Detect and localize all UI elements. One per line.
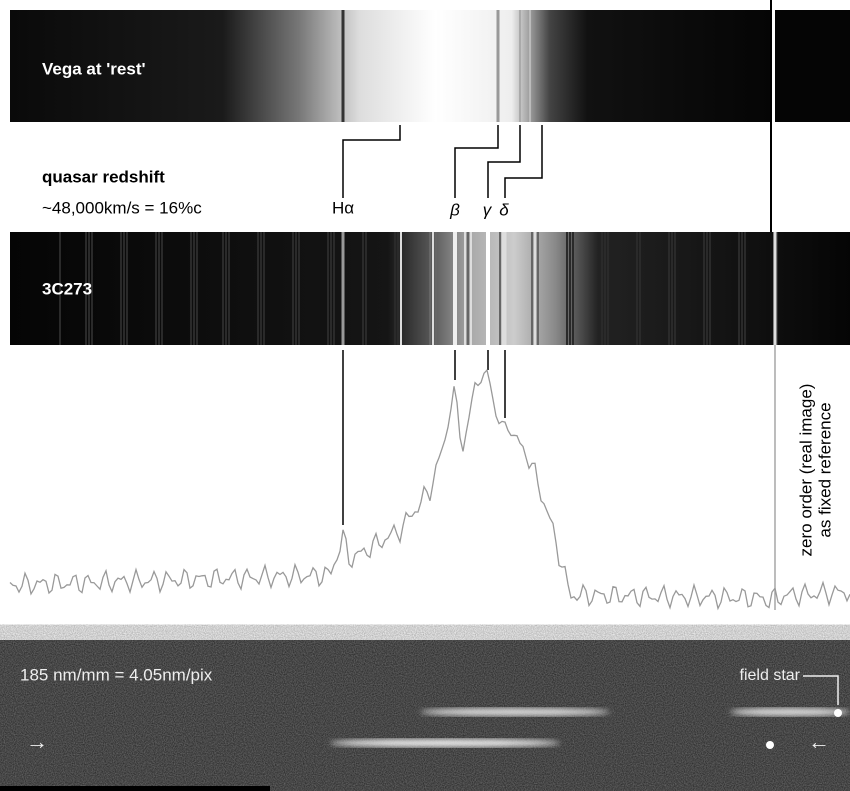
figure: Vega at 'rest' quasar redshift ~48,000km… [0, 0, 850, 791]
raw-image: 185 nm/mm = 4.05nm/pix field star → ← [0, 640, 850, 791]
gamma-label: γ [483, 200, 493, 219]
redshift-value: ~48,000km/s = 16%c [42, 198, 202, 217]
profile-markers [343, 350, 505, 525]
leader-lines [343, 125, 542, 198]
vega-spectrum: Vega at 'rest' [10, 10, 850, 122]
redshift-title: quasar redshift [42, 167, 165, 186]
delta-label: δ [499, 200, 509, 219]
field-star-label: field star [740, 667, 801, 684]
vega-label: Vega at 'rest' [42, 59, 146, 78]
zero-order-line1: zero order (real image) [796, 384, 815, 557]
quasar-spectrum: 3C273 [10, 232, 850, 345]
intensity-profile [10, 370, 850, 608]
left-arrow: → [26, 729, 48, 754]
beta-label: β [449, 200, 460, 219]
h-alpha-label: Hα [332, 198, 354, 217]
dispersion-label: 185 nm/mm = 4.05nm/pix [20, 665, 213, 684]
right-arrow: ← [808, 729, 830, 754]
zero-order-line2: as fixed reference [815, 402, 834, 537]
quasar-label: 3C273 [42, 279, 92, 298]
